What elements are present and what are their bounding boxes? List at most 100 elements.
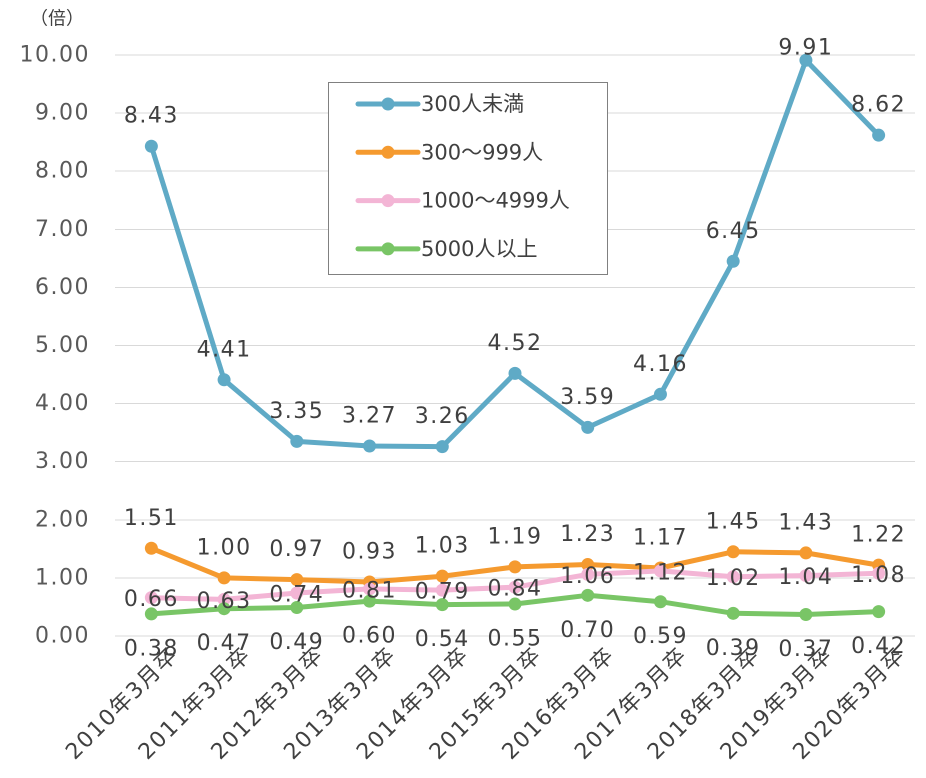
data-point-300-999 bbox=[799, 546, 813, 560]
data-label-1000-4999: 1.04 bbox=[778, 565, 833, 590]
data-label-300-999: 1.43 bbox=[778, 510, 833, 535]
y-axis-unit-label: （倍） bbox=[30, 9, 84, 30]
data-point-300-999 bbox=[508, 560, 522, 574]
data-point-5000-plus bbox=[799, 608, 813, 622]
data-point-5000-plus bbox=[217, 602, 231, 616]
y-tick-label: 4.00 bbox=[35, 391, 90, 416]
data-point-1000-4999 bbox=[144, 591, 158, 605]
data-point-under-300 bbox=[581, 420, 595, 434]
data-point-1000-4999 bbox=[653, 564, 667, 578]
data-label-under-300: 9.91 bbox=[778, 36, 833, 61]
data-label-5000-plus: 0.70 bbox=[560, 618, 615, 643]
data-point-under-300 bbox=[290, 434, 304, 448]
data-point-1000-4999 bbox=[726, 570, 740, 584]
legend-item-300-999: 300～999人 bbox=[355, 140, 543, 164]
data-point-under-300 bbox=[144, 139, 158, 153]
data-point-1000-4999 bbox=[508, 580, 522, 594]
data-label-1000-4999: 1.02 bbox=[706, 566, 761, 591]
data-point-1000-4999 bbox=[581, 567, 595, 581]
data-label-under-300: 3.35 bbox=[269, 399, 324, 424]
data-point-1000-4999 bbox=[799, 569, 813, 583]
y-tick-label: 0.00 bbox=[35, 624, 90, 649]
data-labels: 8.43 4.41 3.35 3.27 3.26 4.52 3.59 4.16 6.45 9.91… bbox=[124, 36, 906, 663]
y-tick-label: 7.00 bbox=[35, 217, 90, 242]
data-point-5000-plus bbox=[653, 595, 667, 609]
data-point-under-300 bbox=[508, 366, 522, 380]
data-label-5000-plus: 0.60 bbox=[342, 624, 397, 649]
data-point-5000-plus bbox=[726, 606, 740, 620]
series-under-300 bbox=[144, 53, 886, 454]
data-point-1000-4999 bbox=[217, 592, 231, 606]
data-label-300-999: 1.19 bbox=[488, 524, 543, 549]
legend-item-under-300: 300人未満 bbox=[355, 92, 524, 116]
data-label-1000-4999: 0.81 bbox=[342, 578, 397, 603]
data-label-5000-plus: 0.49 bbox=[269, 630, 324, 655]
data-label-5000-plus: 0.59 bbox=[633, 624, 688, 649]
y-tick-label: 10.00 bbox=[20, 43, 90, 68]
data-point-5000-plus bbox=[435, 598, 449, 612]
data-point-1000-4999 bbox=[290, 586, 304, 600]
data-label-300-999: 1.51 bbox=[124, 506, 179, 531]
y-tick-label: 9.00 bbox=[35, 101, 90, 126]
y-tick-label: 1.00 bbox=[35, 565, 90, 590]
series-5000-plus bbox=[144, 588, 886, 622]
data-label-5000-plus: 0.42 bbox=[851, 634, 906, 659]
data-point-under-300 bbox=[872, 128, 886, 142]
legend-marker bbox=[381, 194, 395, 208]
data-label-300-999: 1.17 bbox=[633, 526, 688, 551]
data-point-300-999 bbox=[144, 541, 158, 555]
y-tick-label: 2.00 bbox=[35, 507, 90, 532]
data-label-under-300: 4.52 bbox=[488, 331, 543, 356]
data-label-1000-4999: 0.79 bbox=[415, 580, 470, 605]
data-label-under-300: 3.59 bbox=[560, 385, 615, 410]
data-label-5000-plus: 0.55 bbox=[488, 627, 543, 652]
data-label-1000-4999: 0.74 bbox=[269, 583, 324, 608]
y-tick-label: 8.00 bbox=[35, 159, 90, 184]
legend-marker bbox=[381, 145, 395, 159]
legend-box bbox=[328, 82, 608, 275]
data-point-5000-plus bbox=[144, 607, 158, 621]
data-label-under-300: 8.62 bbox=[851, 93, 906, 118]
data-point-5000-plus bbox=[508, 597, 522, 611]
y-tick-label: 5.00 bbox=[35, 333, 90, 358]
data-label-under-300: 6.45 bbox=[706, 219, 761, 244]
legend-marker bbox=[381, 97, 395, 111]
series-1000-4999 bbox=[144, 564, 886, 606]
data-label-1000-4999: 1.08 bbox=[851, 563, 906, 588]
data-point-1000-4999 bbox=[872, 566, 886, 580]
data-label-300-999: 1.03 bbox=[415, 534, 470, 559]
y-tick-label: 6.00 bbox=[35, 275, 90, 300]
data-label-5000-plus: 0.37 bbox=[778, 637, 833, 662]
legend-marker bbox=[381, 242, 395, 256]
data-point-under-300 bbox=[726, 254, 740, 268]
data-label-1000-4999: 0.84 bbox=[488, 577, 543, 602]
data-label-under-300: 4.16 bbox=[633, 352, 688, 377]
data-point-300-999 bbox=[290, 573, 304, 587]
legend-label: 5000人以上 bbox=[421, 237, 537, 261]
data-point-under-300 bbox=[435, 440, 449, 454]
data-point-300-999 bbox=[581, 558, 595, 572]
legend-item-1000-4999: 1000～4999人 bbox=[355, 189, 570, 213]
data-label-1000-4999: 0.66 bbox=[124, 587, 179, 612]
data-label-under-300: 4.41 bbox=[197, 337, 252, 362]
data-point-300-999 bbox=[217, 571, 231, 585]
data-label-300-999: 1.45 bbox=[706, 509, 761, 534]
data-point-under-300 bbox=[799, 53, 813, 67]
data-point-under-300 bbox=[217, 373, 231, 387]
legend-label: 1000～4999人 bbox=[421, 189, 570, 213]
data-label-300-999: 1.22 bbox=[851, 523, 906, 548]
data-point-under-300 bbox=[363, 439, 377, 453]
data-point-5000-plus bbox=[363, 594, 377, 608]
data-label-under-300: 3.27 bbox=[342, 404, 397, 429]
data-point-1000-4999 bbox=[435, 583, 449, 597]
data-label-1000-4999: 1.06 bbox=[560, 564, 615, 589]
data-label-300-999: 1.00 bbox=[197, 535, 252, 560]
data-label-300-999: 0.97 bbox=[269, 537, 324, 562]
data-point-5000-plus bbox=[581, 588, 595, 602]
series-300-999 bbox=[144, 541, 886, 589]
data-point-under-300 bbox=[653, 387, 667, 401]
data-label-under-300: 3.26 bbox=[415, 404, 470, 429]
data-label-300-999: 0.93 bbox=[342, 539, 397, 564]
legend-label: 300～999人 bbox=[421, 140, 543, 164]
